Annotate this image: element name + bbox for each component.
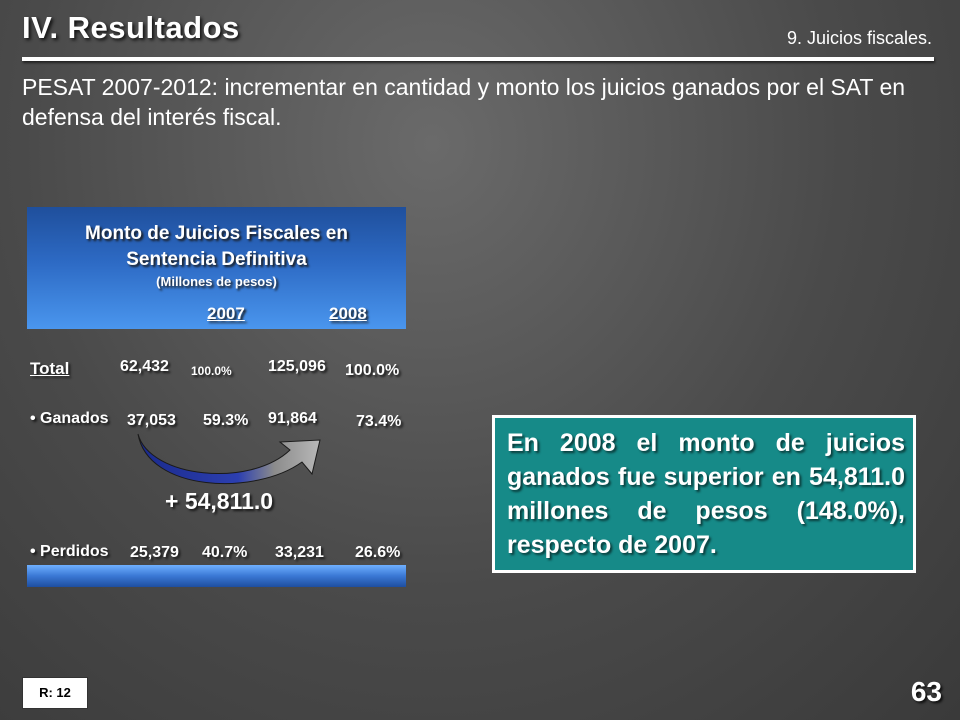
total-2008-percent: 100.0% <box>345 362 400 379</box>
perdidos-2008-percent: 26.6% <box>355 544 401 561</box>
title-divider <box>22 57 934 61</box>
ganados-2008-value: 91,864 <box>268 410 317 427</box>
ganados-2008-percent: 73.4% <box>356 413 402 430</box>
table-footer-bar <box>27 565 406 587</box>
table-title-line2: Sentencia Definitiva <box>126 249 307 270</box>
reference-badge: R: 12 <box>22 677 88 709</box>
row-label-ganados: • Ganados <box>30 410 109 427</box>
ganados-2007-value: 37,053 <box>127 412 176 429</box>
total-2007-percent: 100.0% <box>191 364 232 378</box>
difference-value: + 54,811.0 <box>165 488 274 514</box>
perdidos-2007-value: 25,379 <box>130 544 179 561</box>
perdidos-2007-percent: 40.7% <box>202 544 248 561</box>
table-unit: (Millones de pesos) <box>156 274 277 289</box>
table-header-panel: Monto de Juicios Fiscales en Sentencia D… <box>27 207 406 329</box>
page-number: 63 <box>910 676 942 707</box>
year-2007-header: 2007 <box>207 304 245 323</box>
slide-title: IV. Resultados <box>22 10 240 45</box>
row-label-perdidos: • Perdidos <box>30 543 109 560</box>
total-2008-value: 125,096 <box>268 358 326 375</box>
intro-text: PESAT 2007-2012: incrementar en cantidad… <box>22 74 906 130</box>
summary-callout: En 2008 el monto de juicios ganados fue … <box>492 415 916 573</box>
increase-arrow-icon <box>137 433 321 485</box>
callout-text: En 2008 el monto de juicios ganados fue … <box>507 429 905 559</box>
section-label: 9. Juicios fiscales. <box>786 28 932 48</box>
table-title-line1: Monto de Juicios Fiscales en <box>85 223 348 244</box>
perdidos-2008-value: 33,231 <box>275 544 324 561</box>
row-label-total: Total <box>30 359 70 378</box>
total-2007-value: 62,432 <box>120 358 169 375</box>
ganados-2007-percent: 59.3% <box>203 412 249 429</box>
year-2008-header: 2008 <box>329 304 367 323</box>
